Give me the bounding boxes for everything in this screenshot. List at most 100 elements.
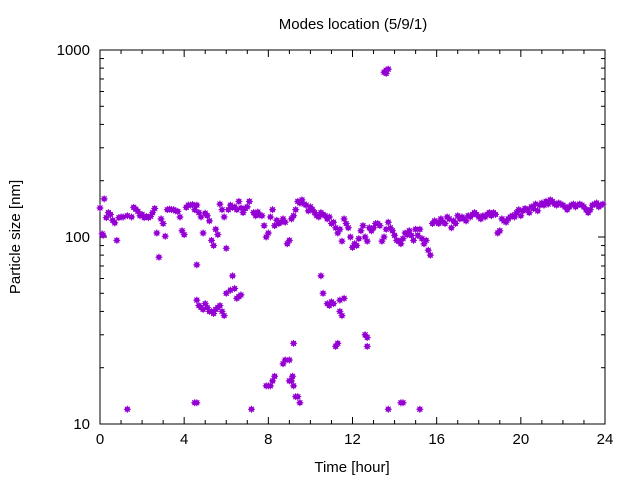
data-point [357,227,365,235]
data-point [205,217,213,225]
data-point [593,199,601,207]
data-point [529,205,537,213]
data-point [378,237,386,245]
data-point [159,220,167,228]
data-point [296,399,304,407]
data-point [452,220,460,228]
data-point [266,382,274,390]
data-point [134,207,142,215]
data-point [380,233,388,241]
data-point [262,233,270,241]
data-point [586,206,594,214]
x-tick-label: 16 [428,431,445,448]
data-point [195,209,203,217]
data-point [180,231,188,239]
data-point [239,209,247,217]
data-point [397,240,405,248]
data-point [243,203,251,211]
data-point [462,217,470,225]
data-point [218,206,226,214]
data-point [189,201,197,209]
data-point [216,200,224,208]
data-point [161,232,169,240]
data-point [388,227,396,235]
x-tick-label: 12 [344,431,361,448]
data-point [107,210,115,218]
data-point [199,229,207,237]
data-point [269,377,277,385]
data-point [370,224,378,232]
x-axis-label: Time [hour] [314,459,389,476]
data-point [599,200,607,208]
data-point [340,294,348,302]
data-point [298,196,306,204]
y-tick-label: 100 [65,229,90,246]
data-point [123,405,131,413]
data-point [102,214,110,222]
data-point [338,237,346,245]
data-point [222,289,230,297]
data-point [426,251,434,259]
data-point [363,334,371,342]
data-point [325,213,333,221]
data-point [391,231,399,239]
data-point [216,302,224,310]
data-point [424,246,432,254]
x-tick-label: 20 [512,431,529,448]
data-point [197,213,205,221]
data-point [199,305,207,313]
data-point [289,372,297,380]
data-point [338,312,346,320]
data-point [191,206,199,214]
data-point [178,227,186,235]
data-point [410,236,418,244]
data-point [99,231,107,239]
data-point [285,356,293,364]
data-point [264,229,272,237]
data-point [210,242,218,250]
data-point [544,200,552,208]
data-point [344,224,352,232]
data-point [245,197,253,205]
data-point [153,229,161,237]
data-point [285,236,293,244]
data-point [403,231,411,239]
data-point [212,225,220,233]
data-point [422,236,430,244]
data-point [176,213,184,221]
data-point [203,212,211,220]
data-point [128,213,136,221]
data-point [96,204,104,212]
data-point [224,206,232,214]
data-point [193,399,201,407]
data-point [414,231,422,239]
data-point [330,300,338,308]
data-point [237,204,245,212]
data-point [220,213,228,221]
data-point [407,231,415,239]
data-point [111,219,119,227]
y-tick-label: 1000 [57,42,90,59]
data-point [231,285,239,293]
data-point [384,405,392,413]
data-point [237,291,245,299]
data-point [496,227,504,235]
data-point [155,253,163,261]
data-point [210,309,218,317]
data-point [517,212,525,220]
data-point [336,225,344,233]
data-point [412,225,420,233]
data-point [248,405,255,413]
data-point [405,227,413,235]
data-point [218,307,226,315]
data-point [342,220,350,228]
data-point [492,210,500,218]
data-point [193,201,201,209]
data-point [525,209,533,217]
data-point [220,312,228,320]
data-point [346,233,354,241]
data-point [355,235,363,243]
data-point [193,261,201,269]
data-point [281,218,289,226]
data-point [317,272,325,280]
